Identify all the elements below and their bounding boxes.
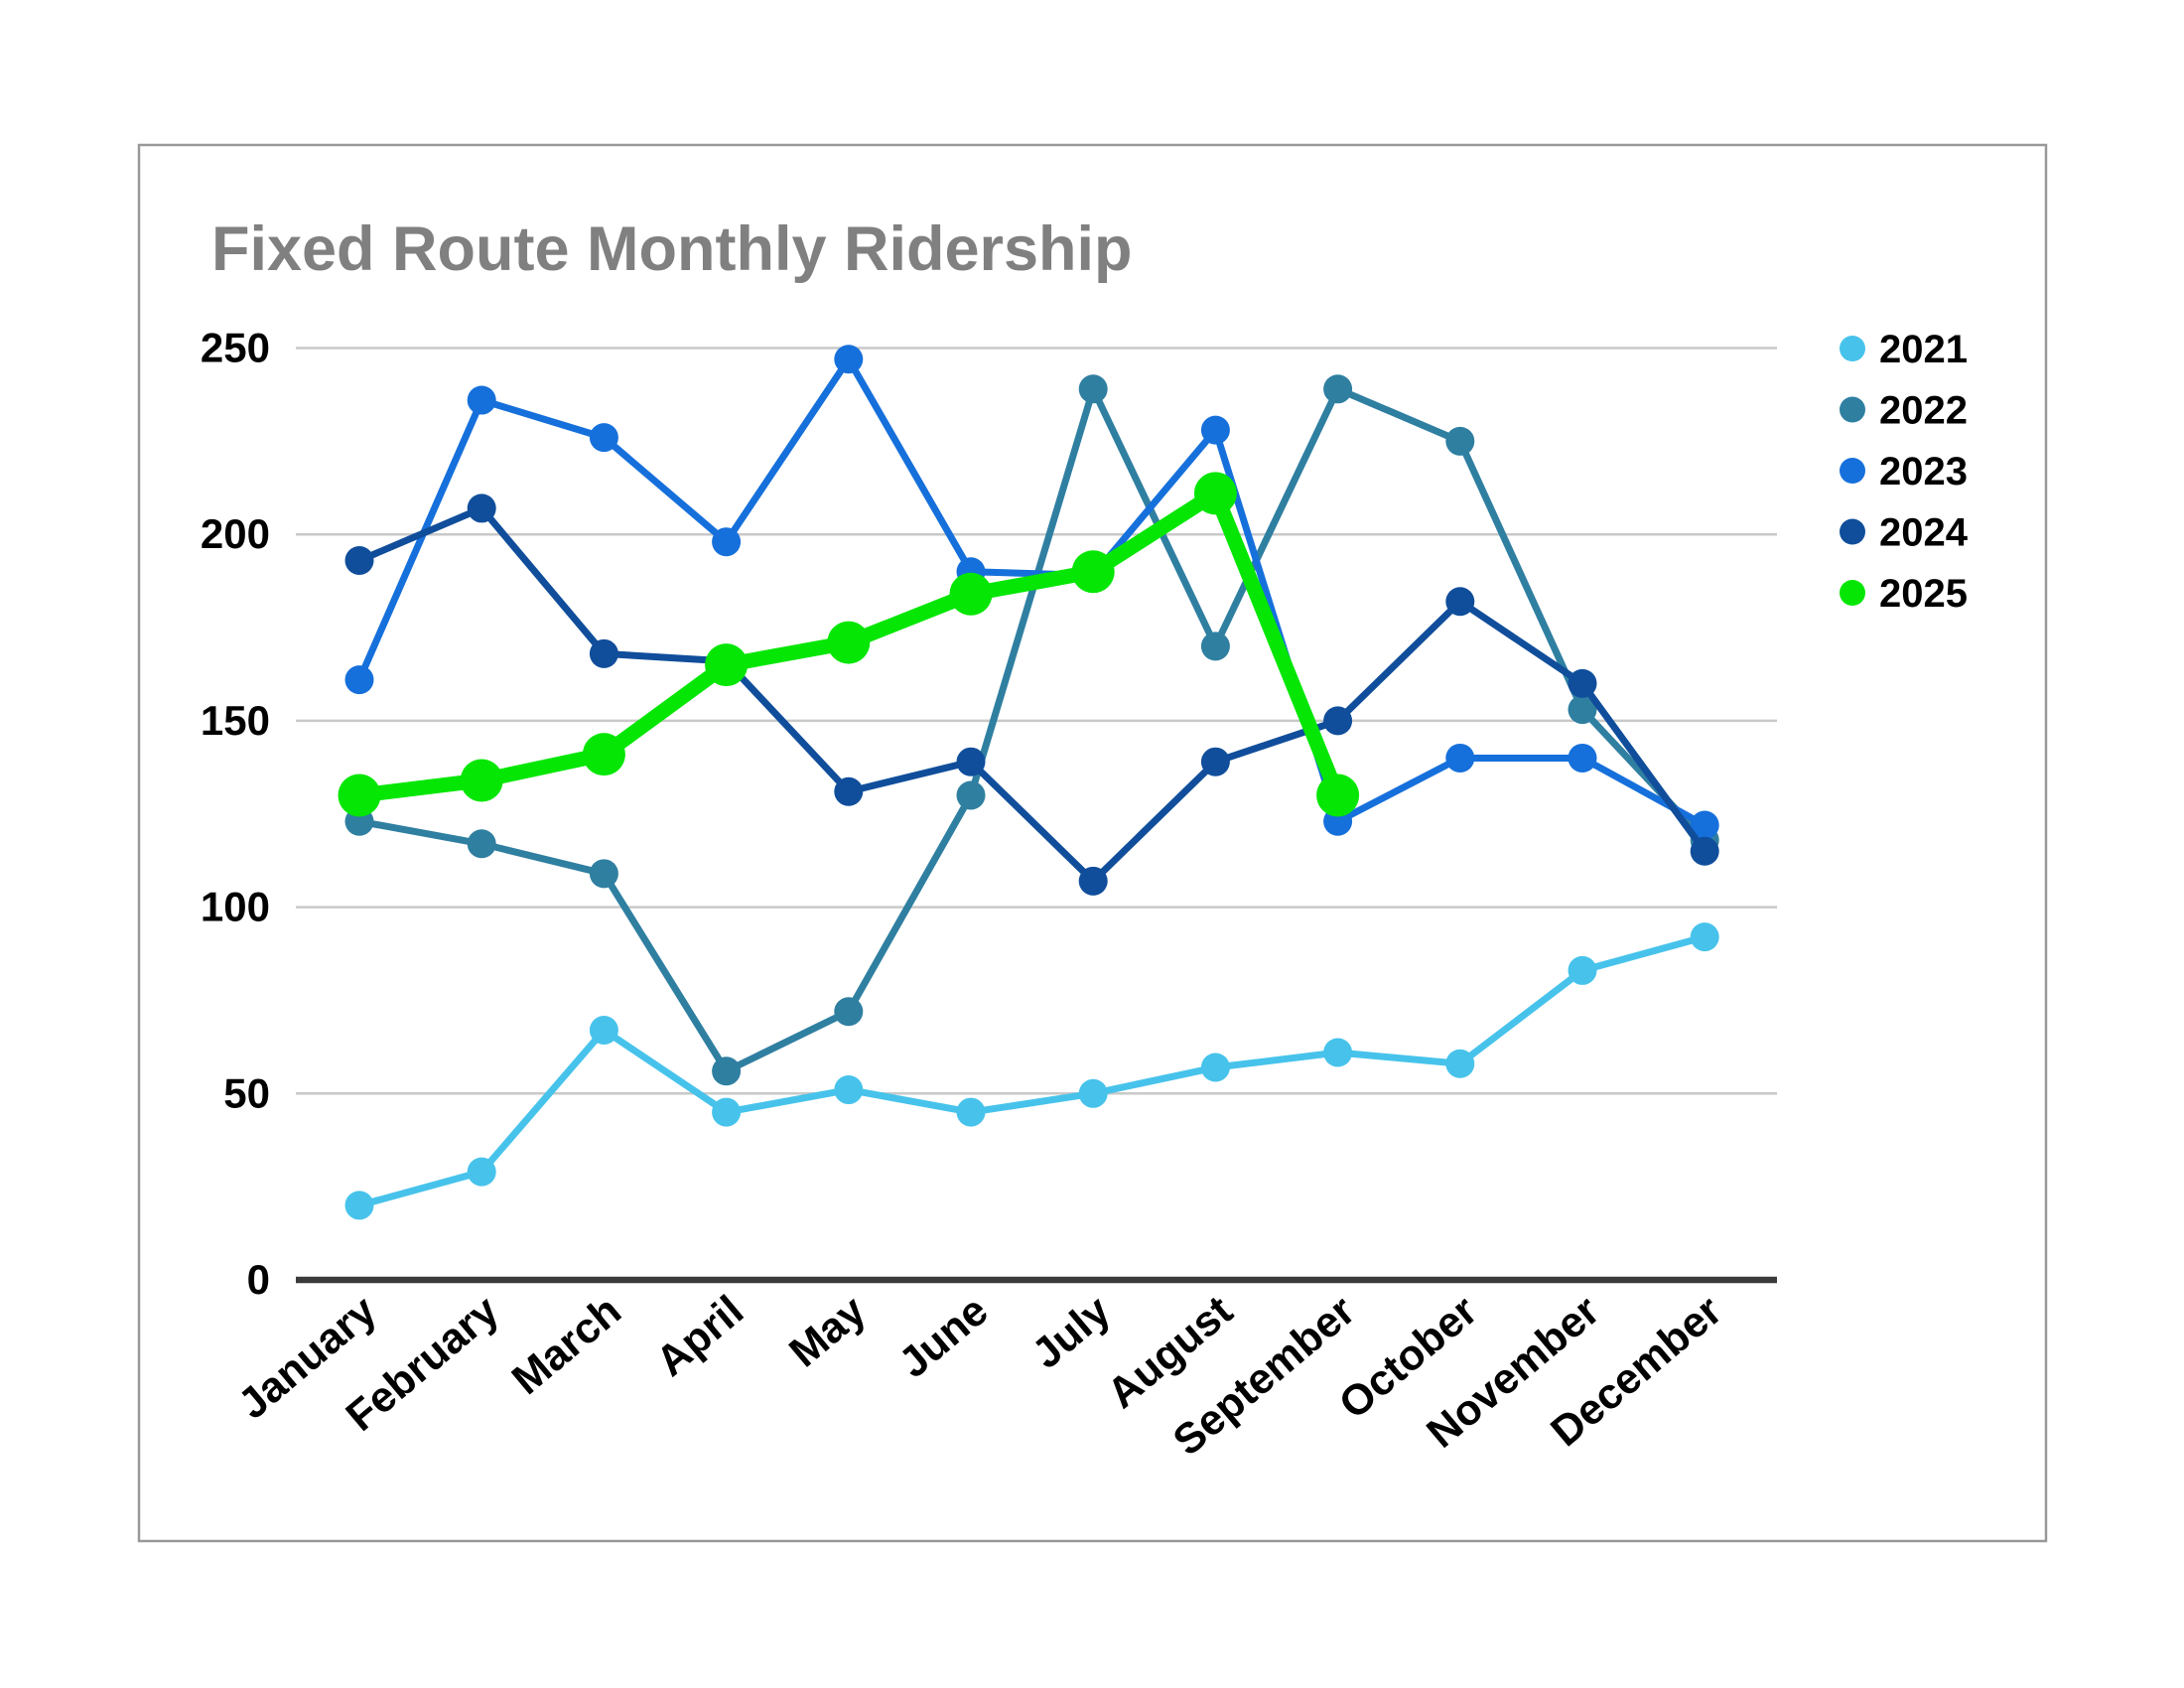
data-point-2024-march [589, 638, 618, 668]
data-point-2025-may [827, 621, 871, 664]
data-point-2021-december [1690, 922, 1719, 952]
data-point-2024-august [1200, 747, 1230, 776]
data-point-2021-april [712, 1097, 742, 1127]
data-point-2025-january [338, 774, 381, 817]
data-point-2022-november [1568, 695, 1597, 725]
data-point-2024-june [956, 747, 986, 776]
legend-label-2021: 2021 [1879, 328, 1968, 371]
data-point-2024-november [1568, 668, 1597, 698]
data-point-2025-february [460, 759, 503, 802]
legend-label-2022: 2022 [1879, 389, 1968, 433]
data-point-2022-march [589, 859, 618, 889]
data-point-2024-may [834, 776, 864, 806]
legend-swatch-2023 [1840, 458, 1865, 484]
data-point-2021-august [1200, 1053, 1230, 1082]
legend-swatch-2022 [1840, 396, 1865, 423]
data-point-2023-october [1445, 743, 1475, 773]
series-group [338, 345, 1719, 1220]
x-tick-label: April [647, 1287, 752, 1386]
data-point-2021-november [1568, 955, 1597, 985]
y-tick-label: 150 [201, 697, 270, 744]
data-point-2021-january [344, 1191, 374, 1220]
series-2022 [344, 374, 1719, 1086]
series-line-2021 [355, 933, 1708, 1209]
x-tick-label: July [1024, 1287, 1120, 1378]
data-point-2023-may [834, 345, 864, 374]
legend-item-2024: 2024 [1840, 511, 1969, 555]
legend-label-2025: 2025 [1879, 572, 1968, 616]
legend-swatch-2025 [1840, 580, 1865, 606]
x-tick-label: June [890, 1287, 998, 1387]
series-2021 [344, 922, 1719, 1220]
data-point-2022-february [467, 829, 496, 859]
data-point-2021-september [1323, 1038, 1353, 1067]
series-2025 [338, 472, 1360, 817]
data-point-2021-february [467, 1157, 496, 1187]
data-point-2022-august [1200, 632, 1230, 661]
data-point-2023-december [1690, 810, 1719, 840]
data-point-2023-april [712, 527, 742, 557]
data-point-2024-october [1445, 587, 1475, 617]
data-point-2025-july [1071, 550, 1115, 594]
x-tick-label: May [780, 1287, 875, 1377]
y-tick-label: 50 [223, 1069, 270, 1116]
data-point-2024-july [1078, 866, 1108, 896]
series-line-2022 [355, 385, 1708, 1075]
chart-title: Fixed Route Monthly Ridership [211, 214, 1133, 284]
data-point-2023-january [344, 665, 374, 695]
data-point-2022-july [1078, 374, 1108, 404]
chart-frame-border [137, 143, 2048, 1543]
legend-item-2023: 2023 [1840, 450, 1968, 493]
data-point-2023-february [467, 385, 496, 415]
y-tick-label: 0 [247, 1256, 270, 1303]
data-point-2025-march [582, 733, 625, 776]
data-point-2021-may [834, 1075, 864, 1105]
legend-label-2023: 2023 [1879, 450, 1968, 493]
y-axis-labels-group: 0 50 100 150 200 250 [201, 325, 270, 1304]
data-point-2022-september [1323, 374, 1353, 404]
series-line-2023 [355, 355, 1708, 829]
y-tick-label: 250 [201, 325, 270, 371]
data-point-2021-june [956, 1097, 986, 1127]
data-point-2023-november [1568, 743, 1597, 773]
data-point-2025-june [949, 572, 993, 616]
data-point-2025-september [1316, 774, 1360, 817]
y-tick-label: 200 [201, 510, 270, 557]
y-tick-label: 100 [201, 884, 270, 930]
legend-label-2024: 2024 [1879, 511, 1969, 555]
legend-item-2022: 2022 [1840, 389, 1968, 433]
gridlines-group [296, 347, 1777, 1284]
data-point-2024-january [344, 545, 374, 575]
legend-item-2021: 2021 [1840, 328, 1968, 371]
data-point-2022-october [1445, 426, 1475, 456]
x-tick-label: March [503, 1287, 630, 1404]
data-point-2023-march [589, 423, 618, 453]
data-point-2021-october [1445, 1049, 1475, 1078]
data-point-2022-may [834, 997, 864, 1027]
data-point-2024-september [1323, 706, 1353, 736]
legend-swatch-2021 [1840, 336, 1865, 361]
legend-group: 2021 2022 2023 2024 2025 [1840, 328, 1969, 616]
legend-swatch-2024 [1840, 518, 1865, 545]
data-point-2023-august [1200, 415, 1230, 445]
legend-item-2025: 2025 [1840, 572, 1968, 616]
data-point-2021-march [589, 1015, 618, 1045]
series-line-2024 [355, 504, 1708, 885]
data-point-2021-july [1078, 1078, 1108, 1108]
data-point-2025-august [1193, 472, 1237, 515]
data-point-2022-april [712, 1056, 742, 1086]
data-point-2024-february [467, 493, 496, 523]
data-point-2024-december [1690, 836, 1719, 866]
data-point-2022-june [956, 780, 986, 810]
data-point-2025-april [705, 643, 749, 687]
